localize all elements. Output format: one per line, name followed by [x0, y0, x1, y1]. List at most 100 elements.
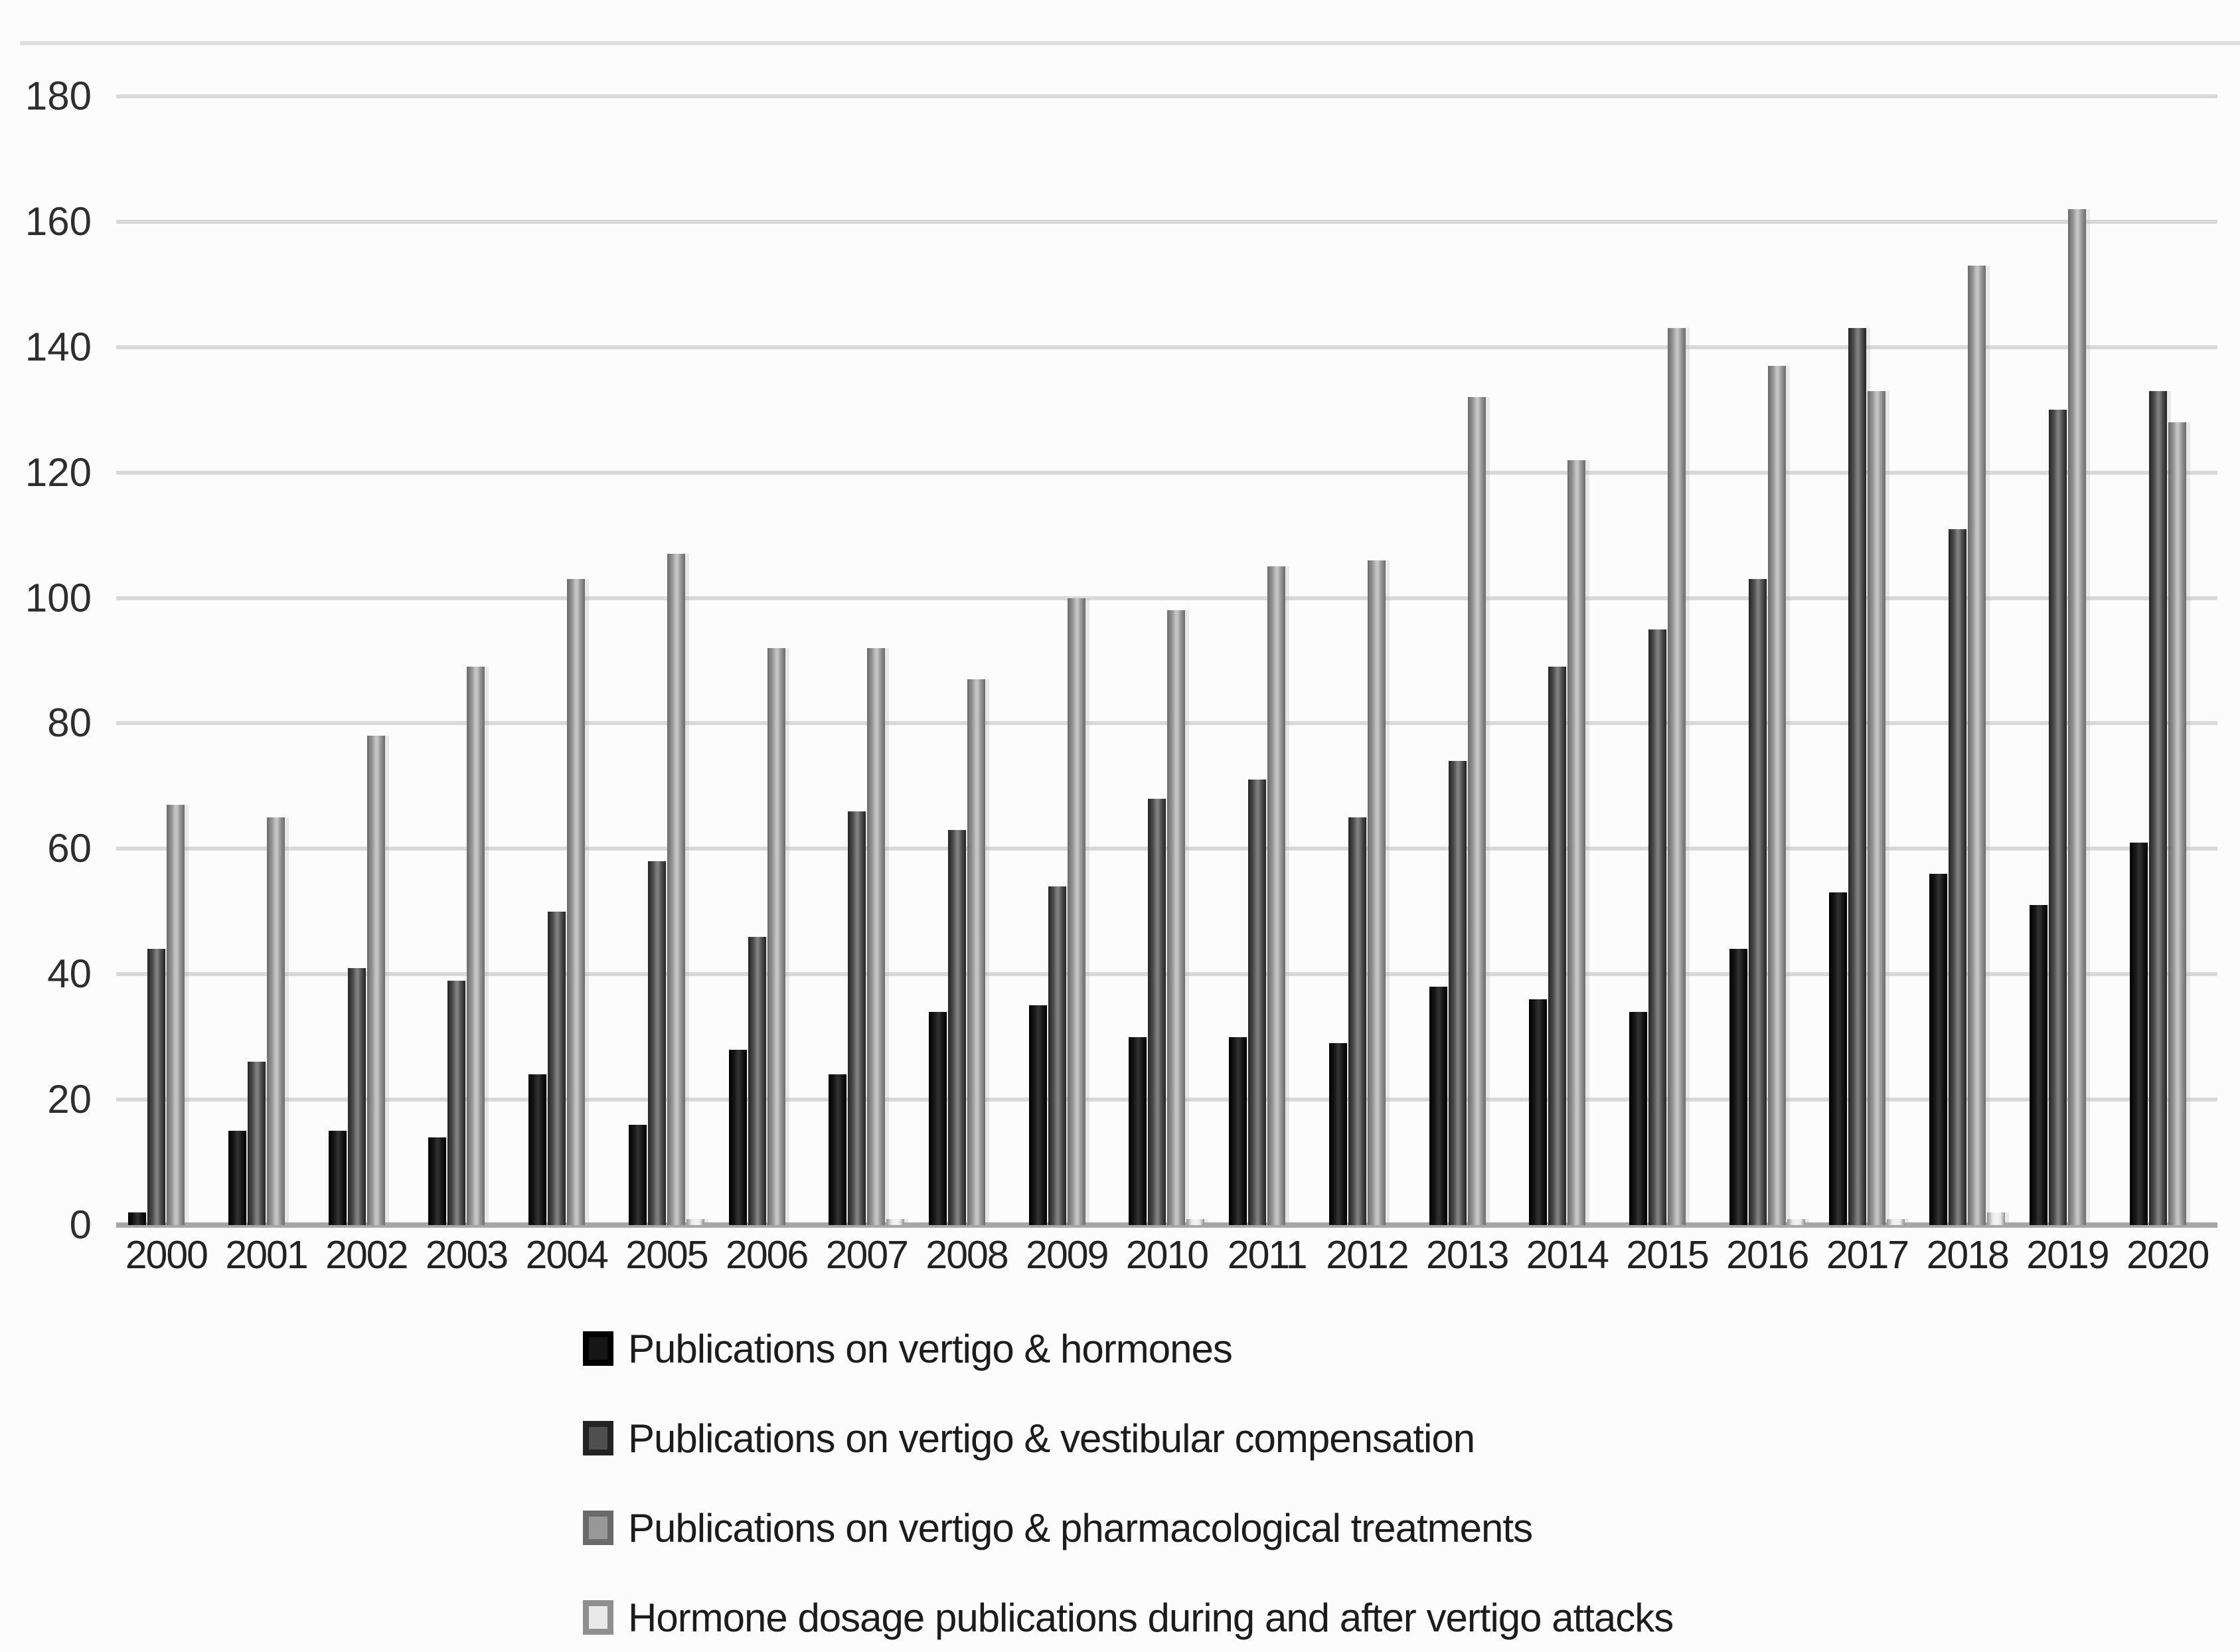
bar-2004-series1: [528, 1074, 547, 1225]
gridline-60: [116, 847, 2217, 851]
legend-swatch-icon: [583, 1331, 613, 1366]
bar-2016-series3: [1767, 366, 1786, 1225]
bar-group-2001: [216, 817, 317, 1225]
legend-label: Publications on vertigo & hormones: [628, 1326, 1233, 1371]
y-tick-label-120: 120: [25, 450, 92, 495]
bar-group-2005: [617, 554, 717, 1225]
x-tick-label-2002: 2002: [325, 1233, 408, 1277]
bar-2005-series1: [628, 1125, 647, 1225]
legend-swatch-icon: [583, 1511, 613, 1545]
bar-2015-series2: [1648, 629, 1667, 1225]
bar-2010-series1: [1129, 1037, 1147, 1225]
legend-label: Hormone dosage publications during and a…: [628, 1595, 1674, 1640]
bar-2018-series4: [1987, 1212, 2006, 1225]
bar-2010-series4: [1186, 1219, 1205, 1225]
bar-2016-series4: [1787, 1219, 1805, 1225]
bar-2017-series2: [1848, 328, 1867, 1225]
x-tick-label-2005: 2005: [625, 1233, 708, 1277]
bar-2010-series3: [1167, 610, 1186, 1225]
bar-2009-series3: [1067, 598, 1085, 1225]
bar-group-2007: [817, 648, 917, 1225]
bar-group-2017: [1817, 328, 1917, 1225]
bar-2006-series1: [728, 1050, 747, 1225]
x-tick-label-2003: 2003: [425, 1233, 509, 1277]
y-tick-label-100: 100: [25, 575, 92, 620]
x-tick-label-2008: 2008: [925, 1233, 1008, 1277]
x-tick-label-2011: 2011: [1227, 1233, 1308, 1277]
gridline-120: [116, 470, 2217, 475]
bar-2011-series1: [1229, 1037, 1247, 1225]
bar-2000-series2: [147, 949, 166, 1225]
bar-2020-series2: [2148, 391, 2167, 1225]
y-tick-label-40: 40: [47, 951, 92, 997]
bar-group-2010: [1117, 610, 1217, 1225]
bar-2017-series3: [1868, 391, 1886, 1225]
bar-2007-series1: [829, 1074, 847, 1225]
bar-2014-series3: [1567, 460, 1586, 1225]
bar-2007-series3: [867, 648, 886, 1225]
bar-2013-series3: [1467, 397, 1486, 1225]
bar-2020-series3: [2168, 422, 2186, 1225]
legend-item-series2: Publications on vertigo & vestibular com…: [583, 1414, 1475, 1462]
bar-2014-series2: [1548, 667, 1567, 1225]
bar-group-2020: [2117, 391, 2217, 1225]
bar-2013-series2: [1448, 761, 1467, 1225]
x-tick-label-2017: 2017: [1826, 1233, 1909, 1277]
x-tick-label-2016: 2016: [1726, 1233, 1809, 1277]
bar-group-2004: [517, 579, 617, 1225]
y-tick-label-180: 180: [25, 74, 92, 118]
bar-2019-series3: [2067, 209, 2086, 1225]
bar-2013-series1: [1429, 987, 1447, 1225]
y-tick-label-140: 140: [25, 324, 92, 369]
x-tick-label-2010: 2010: [1125, 1233, 1209, 1277]
bar-2008-series1: [929, 1012, 947, 1225]
bar-2011-series2: [1248, 780, 1267, 1225]
legend-label: Publications on vertigo & pharmacologica…: [628, 1505, 1533, 1550]
legend-label: Publications on vertigo & vestibular com…: [628, 1416, 1475, 1461]
bar-2003-series3: [467, 667, 485, 1225]
y-tick-label-160: 160: [25, 199, 92, 244]
bar-2015-series1: [1629, 1012, 1648, 1225]
x-tick-label-2014: 2014: [1526, 1233, 1609, 1277]
x-tick-label-2018: 2018: [1926, 1233, 2010, 1277]
bar-group-2012: [1317, 560, 1417, 1225]
bar-2005-series2: [647, 861, 666, 1225]
bar-2018-series1: [1929, 874, 1948, 1225]
bar-group-2014: [1517, 460, 1617, 1225]
bar-2017-series1: [1829, 892, 1848, 1225]
bar-2007-series2: [848, 811, 866, 1225]
gridline-20: [116, 1098, 2217, 1102]
bar-2008-series2: [948, 830, 967, 1225]
bar-2019-series1: [2029, 905, 2047, 1225]
bar-group-2015: [1617, 328, 1718, 1225]
bar-2004-series3: [567, 579, 586, 1225]
bar-group-2000: [116, 805, 216, 1225]
bar-2002-series1: [328, 1131, 347, 1225]
y-tick-label-20: 20: [47, 1077, 92, 1122]
x-tick-label-2007: 2007: [825, 1233, 909, 1277]
bar-2009-series1: [1028, 1005, 1047, 1225]
bar-group-2006: [716, 648, 817, 1225]
x-tick-label-2001: 2001: [225, 1233, 308, 1277]
gridline-40: [116, 972, 2217, 977]
bar-2016-series2: [1748, 579, 1767, 1225]
bar-2003-series1: [428, 1137, 447, 1225]
bar-2012-series2: [1348, 817, 1366, 1225]
x-tick-label-2019: 2019: [2026, 1233, 2109, 1277]
gridline-80: [116, 721, 2217, 726]
chart-top-border: [20, 41, 2240, 45]
bar-2007-series4: [886, 1219, 905, 1225]
bar-2014-series1: [1529, 999, 1548, 1225]
legend-item-series4: Hormone dosage publications during and a…: [583, 1594, 1674, 1641]
bar-2006-series3: [767, 648, 785, 1225]
gridline-100: [116, 596, 2217, 600]
bar-2010-series2: [1148, 799, 1166, 1225]
legend-swatch-icon: [583, 1600, 613, 1635]
bar-group-2018: [1917, 266, 2018, 1225]
bar-2015-series3: [1668, 328, 1686, 1225]
x-tick-label-2015: 2015: [1626, 1233, 1709, 1277]
bar-group-2019: [2018, 209, 2118, 1225]
bar-2017-series4: [1887, 1219, 1905, 1225]
gridline-140: [116, 345, 2217, 349]
bar-2018-series3: [1968, 266, 1986, 1225]
